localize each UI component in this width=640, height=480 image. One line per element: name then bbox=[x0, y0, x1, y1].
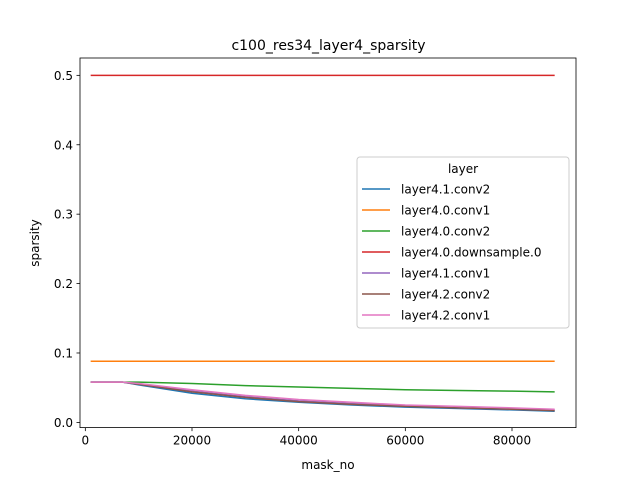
x-tick-label: 60000 bbox=[386, 434, 424, 448]
y-axis-label: sparsity bbox=[28, 219, 42, 267]
series-layer bbox=[90, 74, 555, 413]
legend-label: layer4.0.conv1 bbox=[401, 204, 490, 218]
legend-label: layer4.2.conv1 bbox=[401, 309, 490, 323]
x-tick-label: 40000 bbox=[280, 434, 318, 448]
legend-box bbox=[356, 156, 570, 329]
chart-title: c100_res34_layer4_sparsity bbox=[231, 38, 425, 54]
y-tick-label: 0.0 bbox=[54, 416, 73, 430]
y-tick-label: 0.3 bbox=[54, 208, 73, 222]
legend: layer layer4.1.conv2 layer4.0.conv1 layer4.… bbox=[356, 156, 570, 329]
legend-label: layer4.0.downsample.0 bbox=[401, 246, 541, 260]
x-tick-label: 80000 bbox=[493, 434, 531, 448]
legend-label: layer4.2.conv2 bbox=[401, 288, 490, 302]
x-tick-label: 0 bbox=[82, 434, 90, 448]
legend-label: layer4.1.conv2 bbox=[401, 183, 490, 197]
series-line-layer4-2-conv1 bbox=[90, 381, 555, 410]
legend-label: layer4.0.conv2 bbox=[401, 225, 490, 239]
y-tick-label: 0.1 bbox=[54, 346, 73, 360]
y-axis: 0.0 0.1 0.2 0.3 0.4 0.5 bbox=[54, 69, 80, 430]
legend-title: layer bbox=[448, 162, 478, 176]
x-axis-label: mask_no bbox=[301, 458, 354, 472]
y-tick-label: 0.5 bbox=[54, 69, 73, 83]
x-axis: 0 20000 40000 60000 80000 bbox=[82, 427, 531, 448]
series-line-layer4-0-conv2 bbox=[90, 381, 555, 393]
plot-frame bbox=[79, 57, 577, 429]
x-tick-label: 20000 bbox=[173, 434, 211, 448]
legend-label: layer4.1.conv1 bbox=[401, 267, 490, 281]
y-tick-label: 0.4 bbox=[54, 138, 73, 152]
y-tick-label: 0.2 bbox=[54, 277, 73, 291]
